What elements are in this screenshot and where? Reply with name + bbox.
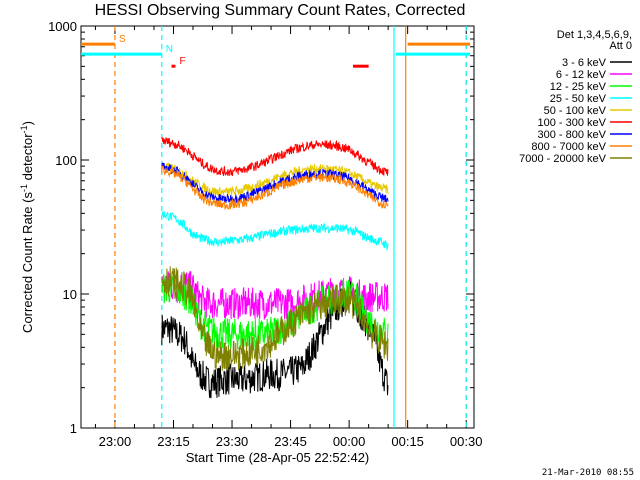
series-line — [161, 273, 389, 351]
y-tick-label: 100 — [55, 153, 77, 168]
series-line — [161, 165, 389, 210]
legend-entry-label: 12 - 25 keV — [550, 81, 607, 93]
y-tick-label: 10 — [63, 287, 77, 302]
legend-entry-label: 25 - 50 keV — [550, 93, 607, 105]
y-axis-label: Corrected Count Rate (s-1 detector-1) — [19, 121, 35, 333]
legend-entry-label: 50 - 100 keV — [544, 105, 607, 117]
flag-label: N — [166, 44, 173, 55]
flag-label: F — [179, 56, 185, 67]
legend-entry-label: 100 - 300 keV — [538, 117, 607, 129]
series-line — [161, 271, 389, 320]
x-tick-label: 00:00 — [333, 434, 366, 449]
y-tick-label: 1000 — [48, 19, 77, 34]
legend-entry-label: 6 - 12 keV — [556, 69, 607, 81]
footer-timestamp: 21-Mar-2010 08:55 — [541, 468, 634, 478]
series-line — [161, 266, 389, 371]
plot-frame — [80, 25, 475, 429]
legend-entry-label: 800 - 7000 keV — [531, 141, 606, 153]
legend-entry-label: 7000 - 20000 keV — [519, 153, 607, 165]
chart-title: HESSI Observing Summary Count Rates, Cor… — [94, 2, 466, 19]
legend-header: Att 0 — [609, 40, 632, 52]
flag-label: S — [119, 34, 126, 45]
legend-entry-label: 3 - 6 keV — [562, 57, 607, 69]
x-tick-label: 00:30 — [450, 434, 483, 449]
x-tick-label: 23:30 — [216, 434, 249, 449]
x-tick-label: 23:00 — [99, 434, 132, 449]
legend-entry-label: 300 - 800 keV — [538, 129, 607, 141]
x-tick-label: 23:45 — [274, 434, 307, 449]
legend-header: Det 1,3,4,5,6,9, — [557, 29, 632, 41]
x-tick-label: 23:15 — [157, 434, 190, 449]
series-line — [161, 136, 389, 177]
series-line — [161, 162, 389, 198]
x-axis-label: Start Time (28-Apr-05 22:52:42) — [186, 450, 370, 465]
y-tick-label: 1 — [70, 421, 77, 436]
series-line — [161, 210, 389, 252]
x-tick-label: 00:15 — [391, 434, 424, 449]
